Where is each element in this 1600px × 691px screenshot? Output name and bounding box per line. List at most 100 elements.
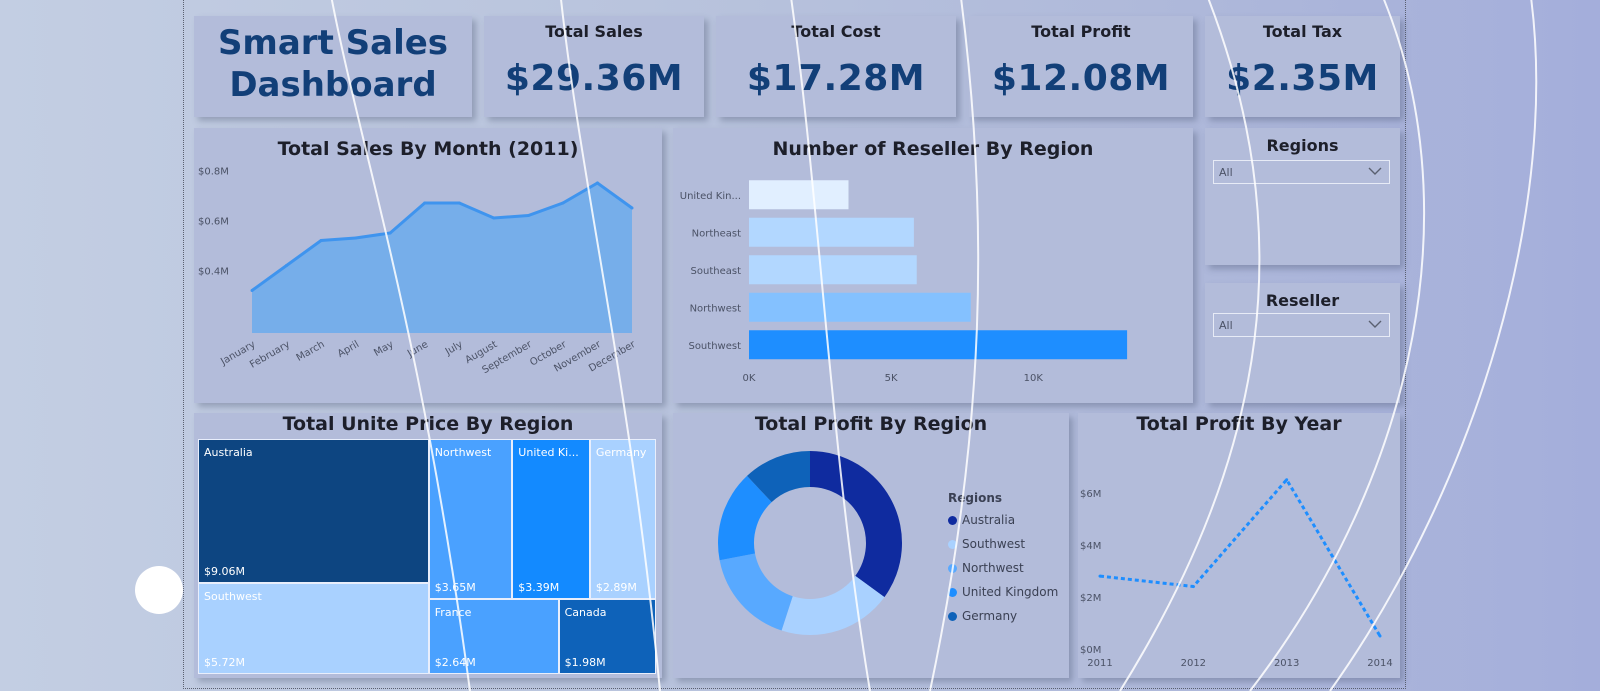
kpi-label: Total Profit <box>1031 22 1131 41</box>
kpi-card-total-sales[interactable]: Total Sales $29.36M <box>484 16 704 117</box>
treemap-tile-value: $3.65M <box>434 581 476 595</box>
series-line <box>1099 477 1382 637</box>
kpi-card-total-profit[interactable]: Total Profit $12.08M <box>969 16 1193 117</box>
regions-slicer[interactable]: Regions All <box>1205 128 1400 265</box>
slicer-title: Reseller <box>1265 291 1340 310</box>
legend-dot <box>948 564 957 573</box>
bar <box>749 292 971 322</box>
legend-label: Southwest <box>962 537 1026 551</box>
unit-price-treemap: Australia $9.06M Southwest $5.72M Northwest $… <box>198 439 656 674</box>
legend-label: Germany <box>962 609 1018 623</box>
unit-price-by-region-card[interactable]: Total Unite Price By Region Australia $9.… <box>194 413 662 678</box>
data-point <box>595 181 599 185</box>
treemap-tile[interactable]: Northwest $3.65M <box>428 439 513 600</box>
slicer-title: Regions <box>1266 136 1339 155</box>
kpi-card-total-cost[interactable]: Total Cost $17.28M <box>716 16 956 117</box>
kpi-card-total-tax[interactable]: Total Tax $2.35M <box>1205 16 1400 117</box>
reseller-by-region-chart: United Kin... Northeast Southeast Northwest… <box>680 180 1128 384</box>
x-tick-label: 2014 <box>1367 658 1392 669</box>
data-point <box>457 201 461 205</box>
treemap-tile-name: Northwest <box>434 446 492 459</box>
data-point <box>630 206 634 210</box>
profit-by-year-card[interactable]: Total Profit By Year $0M $2M $4M $6M 2011 201… <box>1078 413 1400 678</box>
treemap-tile-value: $2.89M <box>595 581 637 595</box>
y-category-label: Northeast <box>692 228 741 239</box>
legend-item[interactable]: Southwest <box>948 537 1025 551</box>
treemap-tile[interactable]: United Ki... $3.39M <box>512 439 590 600</box>
legend-dot <box>948 588 957 597</box>
x-tick-label: May <box>372 339 395 359</box>
y-tick-label: $4M <box>1080 541 1101 552</box>
donut-slice <box>718 475 772 561</box>
x-tick-label: 0K <box>743 373 756 384</box>
data-point <box>526 214 530 217</box>
x-tick-label: February <box>248 339 292 371</box>
data-point <box>250 289 254 292</box>
legend-item[interactable]: Northwest <box>948 561 1024 575</box>
kpi-label: Total Cost <box>791 22 881 41</box>
x-tick-label: 10K <box>1024 373 1044 384</box>
legend-dot <box>948 516 957 525</box>
kpi-value: $12.08M <box>991 58 1171 99</box>
legend-item[interactable]: Australia <box>948 513 1015 527</box>
treemap-tile[interactable]: Canada $1.98M <box>558 599 656 674</box>
data-point <box>1378 634 1382 638</box>
treemap-tile-name: Canada <box>564 606 607 620</box>
donut-slice <box>719 553 793 631</box>
x-tick-label: March <box>295 339 327 364</box>
data-point <box>354 236 358 240</box>
cursor-circle <box>135 566 183 614</box>
x-tick-label: April <box>336 339 361 360</box>
treemap-tile[interactable]: France $2.64M <box>428 599 559 674</box>
profit-by-region-donut <box>718 451 902 635</box>
profit-by-year-chart: $0M $2M $4M $6M 2011 2012 2013 2014 <box>1080 477 1393 669</box>
treemap-tile-name: Germany <box>595 446 647 459</box>
treemap-tile-name: United Ki... <box>518 446 579 459</box>
kpi-value: $17.28M <box>746 58 926 99</box>
kpi-value: $2.35M <box>1226 58 1379 99</box>
sales-by-month-card[interactable]: Total Sales By Month (2011) $0.4M $0.6M $0… <box>194 128 662 403</box>
y-category-label: United Kin... <box>680 191 741 202</box>
data-point <box>492 216 496 220</box>
bar <box>749 255 917 285</box>
bar <box>749 217 914 247</box>
bar <box>749 330 1128 360</box>
dashboard-title-card: Smart Sales Dashboard <box>194 16 472 117</box>
regions-dropdown[interactable]: All <box>1213 160 1390 184</box>
data-point <box>1191 585 1195 589</box>
treemap-tile[interactable]: Germany $2.89M <box>589 439 656 600</box>
kpi-label: Total Tax <box>1262 22 1343 41</box>
y-tick-label: $0.8M <box>198 167 229 178</box>
reseller-by-region-card[interactable]: Number of Reseller By Region United Kin.… <box>673 128 1193 403</box>
profit-by-region-card[interactable]: Total Profit By Region Regions Australia… <box>673 413 1069 678</box>
data-point <box>319 239 323 242</box>
data-point <box>388 231 392 235</box>
legend-item[interactable]: United Kingdom <box>948 585 1058 599</box>
y-tick-label: $2M <box>1080 593 1101 604</box>
reseller-dropdown[interactable]: All <box>1213 313 1390 337</box>
y-tick-label: $6M <box>1080 489 1101 500</box>
x-tick-label: 2012 <box>1181 658 1206 669</box>
treemap-tile-name: Australia <box>204 446 253 459</box>
y-category-label: Southwest <box>688 341 741 352</box>
data-point <box>285 264 289 267</box>
data-point <box>1098 574 1102 578</box>
donut-slice <box>810 451 902 598</box>
dashboard-title-line2: Dashboard <box>229 65 437 105</box>
treemap-tile-value: $9.06M <box>204 565 245 579</box>
x-tick-label: 2013 <box>1274 658 1299 669</box>
treemap-tile[interactable]: Southwest $5.72M <box>198 583 429 674</box>
bar <box>749 180 849 210</box>
kpi-label: Total Sales <box>545 22 643 41</box>
treemap-tile-value: $3.39M <box>518 581 560 595</box>
reseller-slicer[interactable]: Reseller All <box>1205 283 1400 403</box>
chart-title: Total Unite Price By Region <box>282 413 574 435</box>
treemap-tile-name: Southwest <box>204 590 262 604</box>
data-point <box>423 201 427 205</box>
legend-item[interactable]: Germany <box>948 609 1017 623</box>
treemap-tile[interactable]: Australia $9.06M <box>198 439 429 584</box>
dashboard-title-line1: Smart Sales <box>217 23 449 63</box>
chevron-down-icon <box>1368 167 1382 175</box>
data-point <box>1285 478 1289 482</box>
treemap-tile-value: $5.72M <box>204 655 245 669</box>
